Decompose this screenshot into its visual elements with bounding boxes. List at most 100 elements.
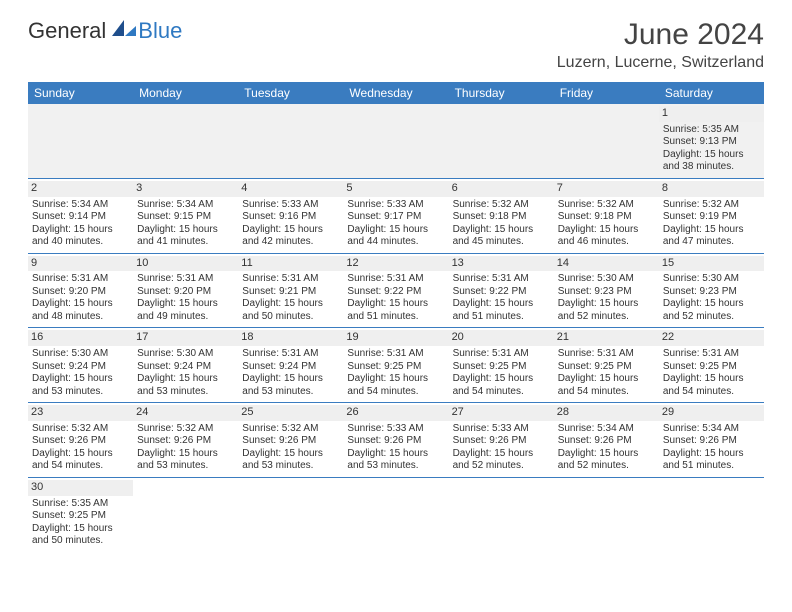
sunset-text: Sunset: 9:24 PM: [242, 361, 339, 374]
calendar-cell: 30Sunrise: 5:35 AMSunset: 9:25 PMDayligh…: [28, 477, 133, 551]
day-number: 16: [28, 330, 133, 346]
sunset-text: Sunset: 9:25 PM: [558, 361, 655, 374]
sunset-text: Sunset: 9:20 PM: [32, 286, 129, 299]
sunset-text: Sunset: 9:25 PM: [32, 510, 129, 523]
sunset-text: Sunset: 9:26 PM: [663, 435, 760, 448]
header: General Blue June 2024 Luzern, Lucerne, …: [28, 18, 764, 72]
sunset-text: Sunset: 9:26 PM: [137, 435, 234, 448]
day-number: 21: [554, 330, 659, 346]
daylight-text: Daylight: 15 hours and 51 minutes.: [663, 448, 760, 473]
sunrise-text: Sunrise: 5:31 AM: [32, 273, 129, 286]
day-number: 10: [133, 256, 238, 272]
calendar-week: 1Sunrise: 5:35 AMSunset: 9:13 PMDaylight…: [28, 104, 764, 178]
sunset-text: Sunset: 9:19 PM: [663, 211, 760, 224]
daylight-text: Daylight: 15 hours and 42 minutes.: [242, 224, 339, 249]
calendar-cell: [554, 104, 659, 178]
sunrise-text: Sunrise: 5:31 AM: [347, 273, 444, 286]
sunset-text: Sunset: 9:23 PM: [663, 286, 760, 299]
daylight-text: Daylight: 15 hours and 47 minutes.: [663, 224, 760, 249]
sunset-text: Sunset: 9:22 PM: [347, 286, 444, 299]
calendar-cell: [449, 104, 554, 178]
sunset-text: Sunset: 9:17 PM: [347, 211, 444, 224]
sunrise-text: Sunrise: 5:33 AM: [347, 423, 444, 436]
day-number: 9: [28, 256, 133, 272]
calendar-week: 30Sunrise: 5:35 AMSunset: 9:25 PMDayligh…: [28, 477, 764, 551]
sunrise-text: Sunrise: 5:34 AM: [558, 423, 655, 436]
calendar-cell: 19Sunrise: 5:31 AMSunset: 9:25 PMDayligh…: [343, 328, 448, 403]
calendar-cell: 2Sunrise: 5:34 AMSunset: 9:14 PMDaylight…: [28, 178, 133, 253]
sunset-text: Sunset: 9:20 PM: [137, 286, 234, 299]
col-wednesday: Wednesday: [343, 82, 448, 104]
day-number: 7: [554, 181, 659, 197]
day-number: 27: [449, 405, 554, 421]
col-saturday: Saturday: [659, 82, 764, 104]
calendar-cell: 14Sunrise: 5:30 AMSunset: 9:23 PMDayligh…: [554, 253, 659, 328]
sunset-text: Sunset: 9:25 PM: [663, 361, 760, 374]
daylight-text: Daylight: 15 hours and 53 minutes.: [137, 373, 234, 398]
sunset-text: Sunset: 9:18 PM: [558, 211, 655, 224]
sunrise-text: Sunrise: 5:32 AM: [558, 199, 655, 212]
sunrise-text: Sunrise: 5:30 AM: [137, 348, 234, 361]
day-number: 25: [238, 405, 343, 421]
calendar-cell: 27Sunrise: 5:33 AMSunset: 9:26 PMDayligh…: [449, 403, 554, 478]
sunrise-text: Sunrise: 5:35 AM: [32, 498, 129, 511]
col-thursday: Thursday: [449, 82, 554, 104]
sunset-text: Sunset: 9:26 PM: [242, 435, 339, 448]
sunset-text: Sunset: 9:25 PM: [347, 361, 444, 374]
calendar-cell: [238, 477, 343, 551]
sunrise-text: Sunrise: 5:33 AM: [242, 199, 339, 212]
day-number: 22: [659, 330, 764, 346]
calendar-cell: 23Sunrise: 5:32 AMSunset: 9:26 PMDayligh…: [28, 403, 133, 478]
col-monday: Monday: [133, 82, 238, 104]
calendar-cell: 7Sunrise: 5:32 AMSunset: 9:18 PMDaylight…: [554, 178, 659, 253]
calendar-cell: 12Sunrise: 5:31 AMSunset: 9:22 PMDayligh…: [343, 253, 448, 328]
calendar-cell: 20Sunrise: 5:31 AMSunset: 9:25 PMDayligh…: [449, 328, 554, 403]
day-number: 19: [343, 330, 448, 346]
sunset-text: Sunset: 9:18 PM: [453, 211, 550, 224]
sail-icon: [110, 18, 138, 38]
sunrise-text: Sunrise: 5:34 AM: [663, 423, 760, 436]
sunset-text: Sunset: 9:24 PM: [32, 361, 129, 374]
brand-part2: Blue: [138, 18, 182, 44]
sunset-text: Sunset: 9:22 PM: [453, 286, 550, 299]
daylight-text: Daylight: 15 hours and 53 minutes.: [137, 448, 234, 473]
calendar-cell: 21Sunrise: 5:31 AMSunset: 9:25 PMDayligh…: [554, 328, 659, 403]
calendar-week: 23Sunrise: 5:32 AMSunset: 9:26 PMDayligh…: [28, 403, 764, 478]
calendar-cell: 18Sunrise: 5:31 AMSunset: 9:24 PMDayligh…: [238, 328, 343, 403]
sunrise-text: Sunrise: 5:30 AM: [558, 273, 655, 286]
sunset-text: Sunset: 9:13 PM: [663, 136, 760, 149]
sunrise-text: Sunrise: 5:33 AM: [347, 199, 444, 212]
daylight-text: Daylight: 15 hours and 50 minutes.: [32, 523, 129, 548]
day-number: 11: [238, 256, 343, 272]
sunrise-text: Sunrise: 5:31 AM: [347, 348, 444, 361]
calendar-cell: 24Sunrise: 5:32 AMSunset: 9:26 PMDayligh…: [133, 403, 238, 478]
col-tuesday: Tuesday: [238, 82, 343, 104]
daylight-text: Daylight: 15 hours and 38 minutes.: [663, 149, 760, 174]
calendar-week: 16Sunrise: 5:30 AMSunset: 9:24 PMDayligh…: [28, 328, 764, 403]
col-friday: Friday: [554, 82, 659, 104]
day-number: 12: [343, 256, 448, 272]
calendar-cell: 25Sunrise: 5:32 AMSunset: 9:26 PMDayligh…: [238, 403, 343, 478]
sunrise-text: Sunrise: 5:30 AM: [663, 273, 760, 286]
calendar-cell: [554, 477, 659, 551]
daylight-text: Daylight: 15 hours and 54 minutes.: [32, 448, 129, 473]
sunrise-text: Sunrise: 5:35 AM: [663, 124, 760, 137]
sunrise-text: Sunrise: 5:30 AM: [32, 348, 129, 361]
calendar-cell: 3Sunrise: 5:34 AMSunset: 9:15 PMDaylight…: [133, 178, 238, 253]
day-number: 8: [659, 181, 764, 197]
daylight-text: Daylight: 15 hours and 54 minutes.: [453, 373, 550, 398]
daylight-text: Daylight: 15 hours and 53 minutes.: [242, 448, 339, 473]
month-title: June 2024: [557, 18, 764, 52]
calendar-week: 9Sunrise: 5:31 AMSunset: 9:20 PMDaylight…: [28, 253, 764, 328]
sunrise-text: Sunrise: 5:31 AM: [453, 273, 550, 286]
brand-logo: General Blue: [28, 18, 182, 44]
weekday-header-row: Sunday Monday Tuesday Wednesday Thursday…: [28, 82, 764, 104]
sunset-text: Sunset: 9:14 PM: [32, 211, 129, 224]
daylight-text: Daylight: 15 hours and 53 minutes.: [347, 448, 444, 473]
daylight-text: Daylight: 15 hours and 48 minutes.: [32, 298, 129, 323]
daylight-text: Daylight: 15 hours and 53 minutes.: [242, 373, 339, 398]
sunrise-text: Sunrise: 5:32 AM: [32, 423, 129, 436]
sunset-text: Sunset: 9:15 PM: [137, 211, 234, 224]
calendar-cell: 6Sunrise: 5:32 AMSunset: 9:18 PMDaylight…: [449, 178, 554, 253]
day-number: 14: [554, 256, 659, 272]
